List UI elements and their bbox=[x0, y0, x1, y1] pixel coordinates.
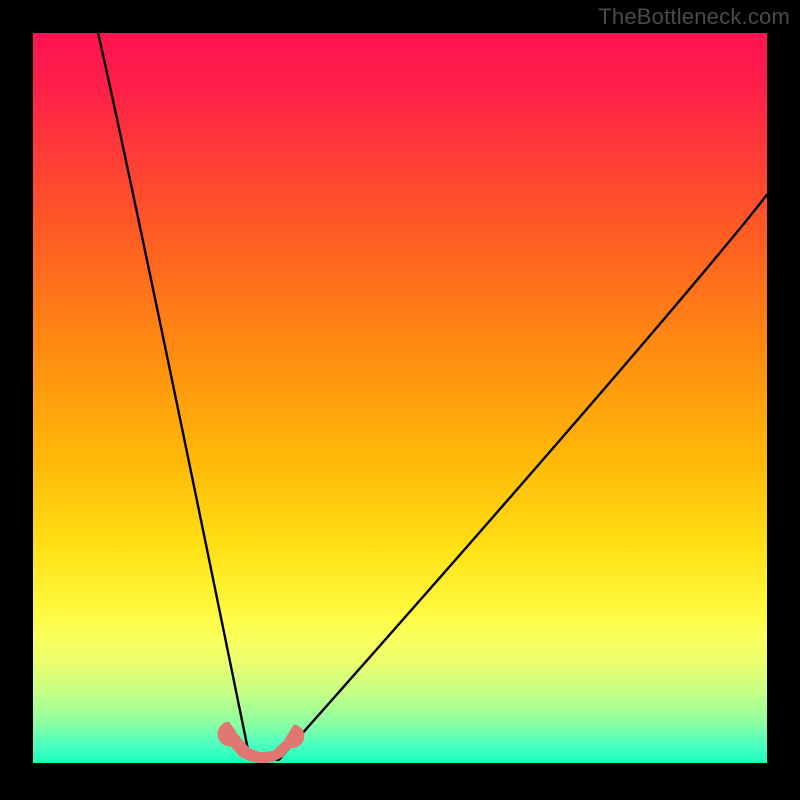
plot-area bbox=[33, 33, 767, 767]
watermark-text: TheBottleneck.com bbox=[598, 4, 790, 30]
stage: TheBottleneck.com bbox=[0, 0, 800, 800]
bottleneck-chart bbox=[33, 33, 767, 767]
